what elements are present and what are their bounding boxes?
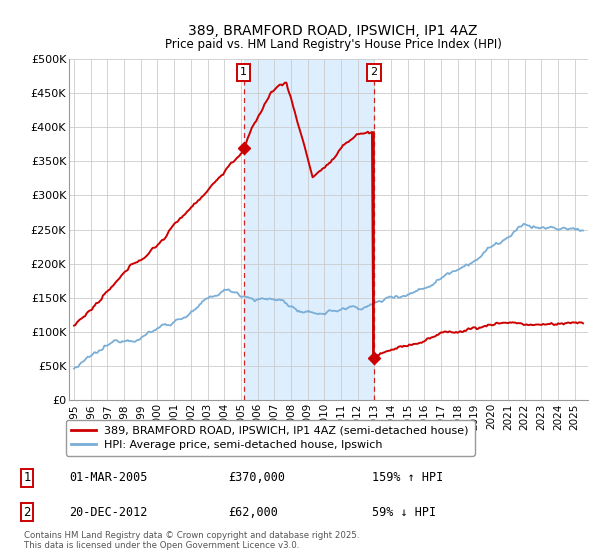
- Text: Contains HM Land Registry data © Crown copyright and database right 2025.
This d: Contains HM Land Registry data © Crown c…: [24, 530, 359, 550]
- Text: 1: 1: [23, 471, 31, 484]
- Text: 59% ↓ HPI: 59% ↓ HPI: [372, 506, 436, 519]
- Text: 1: 1: [240, 67, 247, 77]
- Text: 01-MAR-2005: 01-MAR-2005: [69, 471, 148, 484]
- Text: 389, BRAMFORD ROAD, IPSWICH, IP1 4AZ: 389, BRAMFORD ROAD, IPSWICH, IP1 4AZ: [188, 24, 478, 38]
- Text: £370,000: £370,000: [228, 471, 285, 484]
- Text: 159% ↑ HPI: 159% ↑ HPI: [372, 471, 443, 484]
- Text: 20-DEC-2012: 20-DEC-2012: [69, 506, 148, 519]
- Text: 2: 2: [370, 67, 377, 77]
- Bar: [244, 59, 374, 400]
- Text: 2: 2: [23, 506, 31, 519]
- Text: Price paid vs. HM Land Registry's House Price Index (HPI): Price paid vs. HM Land Registry's House …: [164, 38, 502, 51]
- Legend: 389, BRAMFORD ROAD, IPSWICH, IP1 4AZ (semi-detached house), HPI: Average price, : 389, BRAMFORD ROAD, IPSWICH, IP1 4AZ (se…: [65, 420, 475, 455]
- Text: £62,000: £62,000: [228, 506, 278, 519]
